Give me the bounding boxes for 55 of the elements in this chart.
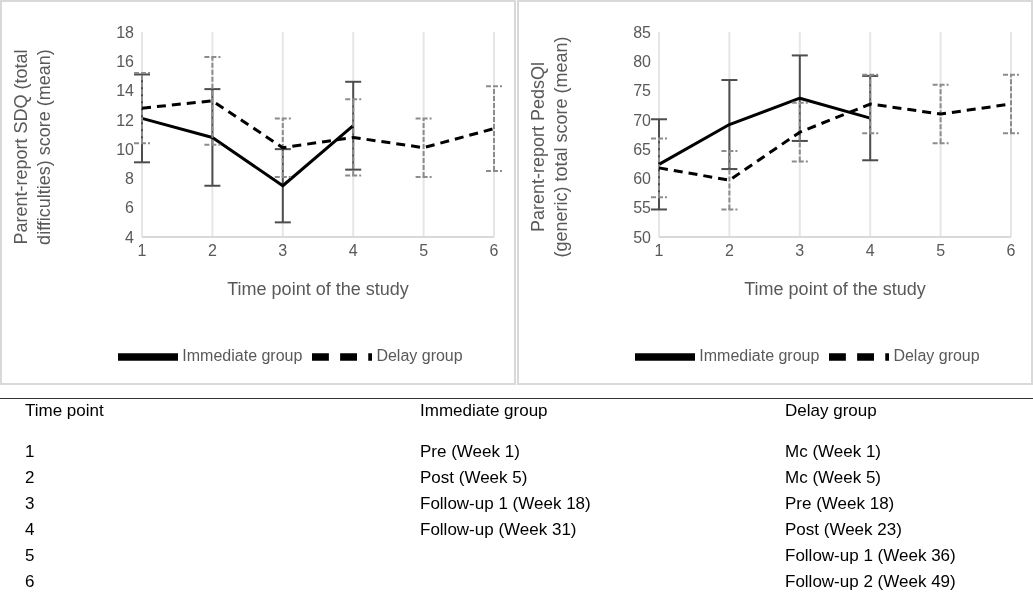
y-tick-label: 8 [125, 170, 135, 188]
text: Follow-up 2 (Week 49) [785, 571, 957, 593]
x-axis-title: Time point of the study [744, 279, 926, 299]
x-tick-label: 4 [865, 242, 875, 260]
y-axis-title: Parent-report PedsQl (generic) total score (mean) [527, 35, 572, 260]
x-tick-label: 1 [654, 242, 664, 260]
text: Follow-up 1 (Week 36) [785, 545, 957, 567]
y-axis-title: Parent-report SDQ (total difficulties) score (mean) [10, 48, 55, 247]
y-tick-label: 85 [633, 23, 652, 41]
text: 2 [24, 467, 36, 489]
y-tick-label: 80 [633, 52, 652, 70]
y-tick-label: 12 [116, 111, 135, 129]
text: Post (Week 5) [420, 467, 529, 489]
text: Mc (Week 1) [785, 441, 883, 463]
y-tick-label: 55 [633, 199, 652, 217]
legend-label: Delay group [893, 347, 980, 365]
text: 4 [24, 519, 36, 541]
y-tick-label: 60 [633, 170, 652, 188]
text: Follow-up 1 (Week 18) [420, 493, 592, 515]
text: Immediate group [420, 400, 549, 422]
text: 1 [24, 441, 36, 463]
text: 6 [24, 571, 36, 593]
text: Delay group [785, 400, 878, 422]
legend-label: Delay group [376, 347, 463, 365]
x-tick-label: 2 [207, 242, 217, 260]
x-axis-title: Time point of the study [227, 279, 409, 299]
legend-label: Immediate group [699, 347, 820, 365]
y-tick-label: 18 [116, 23, 135, 41]
x-tick-label: 1 [137, 242, 147, 260]
text: 5 [24, 545, 36, 567]
text: Mc (Week 5) [785, 467, 883, 489]
y-tick-label: 75 [633, 82, 652, 100]
y-tick-label: 10 [116, 140, 135, 158]
x-tick-label: 5 [936, 242, 946, 260]
y-tick-label: 14 [116, 82, 135, 100]
legend-label: Immediate group [182, 347, 303, 365]
x-tick-label: 2 [724, 242, 734, 260]
x-tick-label: 6 [1006, 242, 1016, 260]
text: Follow-up (Week 31) [420, 519, 578, 541]
y-tick-label: 50 [633, 228, 652, 246]
x-tick-label: 6 [489, 242, 499, 260]
text: Post (Week 23) [785, 519, 903, 541]
text: Pre (Week 1) [420, 441, 521, 463]
x-tick-label: 3 [278, 242, 288, 260]
x-tick-label: 3 [795, 242, 805, 260]
y-tick-label: 70 [633, 111, 652, 129]
y-tick-label: 6 [125, 199, 135, 217]
y-tick-label: 16 [116, 52, 135, 70]
x-tick-label: 4 [348, 242, 358, 260]
text: Pre (Week 18) [785, 493, 896, 515]
y-tick-label: 65 [633, 140, 652, 158]
x-tick-label: 5 [419, 242, 429, 260]
y-tick-label: 4 [125, 228, 135, 246]
text: Time point [24, 400, 105, 422]
text: 3 [24, 493, 36, 515]
